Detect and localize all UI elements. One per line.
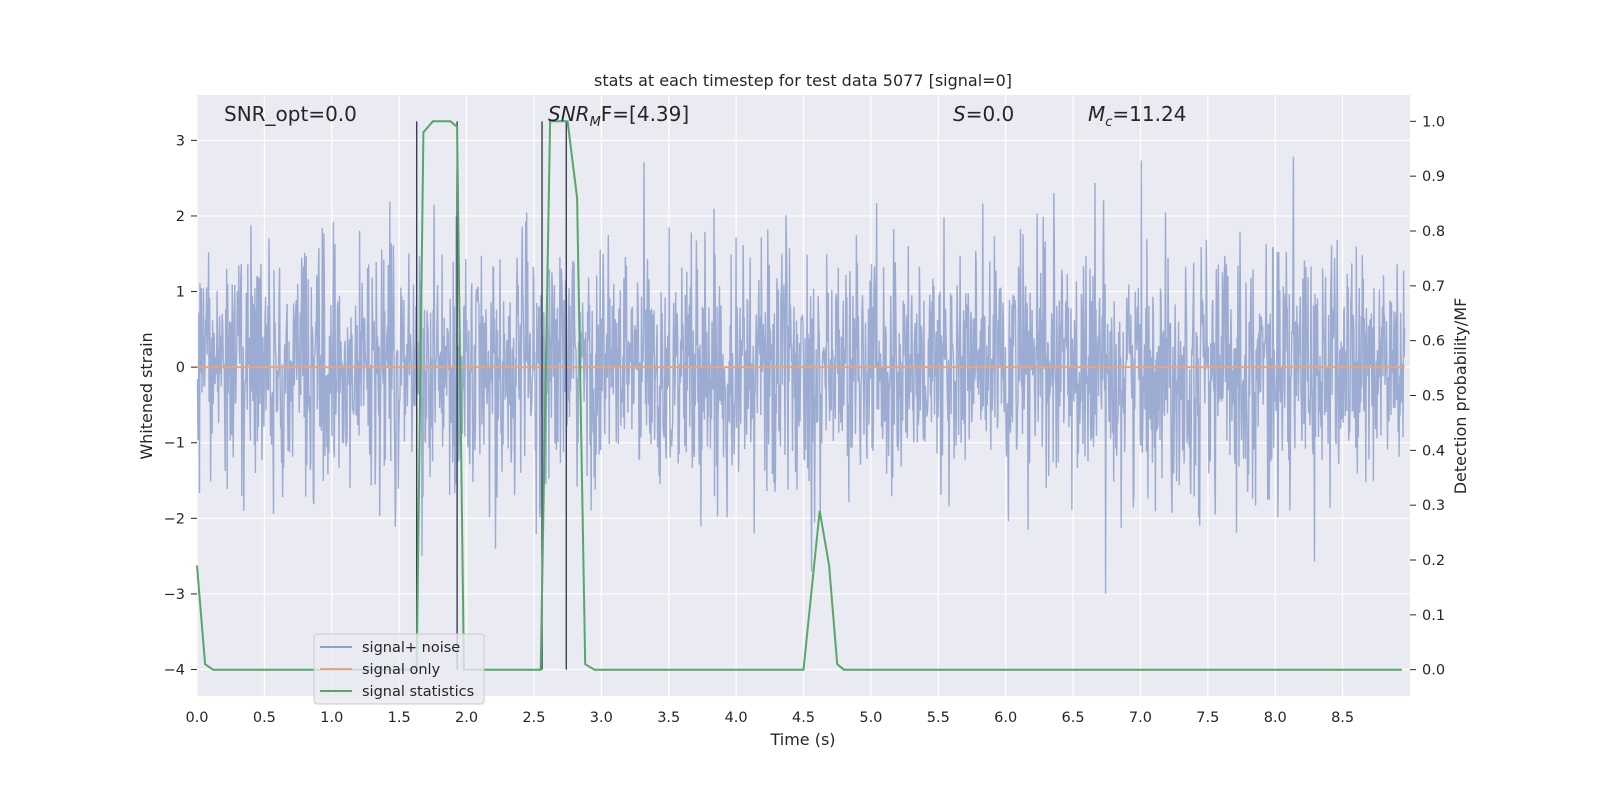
y2-axis-label: Detection probability/MF [1451,298,1470,495]
legend-label-noise: signal+ noise [362,640,460,656]
y-tick-label: 3 [176,133,185,149]
y2-tick-label: 0.8 [1422,224,1445,240]
y2-tick-label: 0.9 [1422,169,1445,185]
y2-tick-label: 0.1 [1422,608,1445,624]
snr-opt-annotation: SNR_opt=0.0 [224,102,357,126]
x-tick-label: 1.5 [388,710,411,726]
x-tick-label: 4.0 [725,710,748,726]
legend-label-stats: signal statistics [362,684,474,700]
snr-mf-value: F=[4.39] [601,102,689,126]
x-tick-label: 0.5 [253,710,276,726]
y-tick-label: −4 [164,663,185,679]
x-tick-label: 0.0 [185,710,208,726]
mc-value: =11.24 [1112,102,1186,126]
noise-series [196,156,1406,594]
snr-mf-symbol: SNR [548,102,590,126]
y2-tick-label: 0.7 [1422,279,1445,295]
x-tick-label: 2.0 [455,710,478,726]
legend-box [313,633,485,705]
y2-tick-label: 0.0 [1422,663,1445,679]
x-tick-label: 7.0 [1129,710,1152,726]
snr-mf-subscript: M [590,115,601,130]
legend: signal+ noise signal only signal statist… [313,633,485,705]
x-tick-label: 6.5 [1062,710,1085,726]
x-tick-label: 6.0 [994,710,1017,726]
y2-tick-label: 0.6 [1422,334,1445,350]
x-tick-label: 8.0 [1264,710,1287,726]
y2-tick-label: 0.4 [1422,443,1445,459]
mc-subscript: c [1105,115,1112,130]
vertical-markers [415,121,567,670]
y-tick-label: −3 [164,587,185,603]
y-tick-label: 1 [176,285,185,301]
y-tick-label: −1 [164,436,185,452]
chart-title: stats at each timestep for test data 507… [594,71,1012,90]
mc-symbol: M [1088,102,1105,126]
x-axis-label: Time (s) [769,730,835,749]
x-tick-label: 4.5 [792,710,815,726]
y2-tick-label: 1.0 [1422,114,1445,130]
signal-noise-line [196,156,1406,594]
y2-axis-ticks: 1.0 0.9 0.8 0.7 0.6 0.5 0.4 0.3 0.2 0.1 0.0 [1410,114,1445,679]
x-axis-ticks: 0.0 0.5 1.0 1.5 2.0 2.5 3.0 3.5 4.0 4.5 5.0 5.5 6.0 6… [185,710,1354,726]
x-tick-label: 2.5 [522,710,545,726]
y-axis-label: Whitened strain [137,332,156,459]
x-tick-label: 7.5 [1196,710,1219,726]
y-axis-ticks: 3 2 1 0 −1 −2 −3 −4 [164,133,197,679]
y-tick-label: 2 [176,209,185,225]
mc-annotation: Mc=11.24 [1088,102,1186,130]
x-tick-label: 3.5 [657,710,680,726]
x-tick-label: 1.0 [320,710,343,726]
x-tick-label: 8.5 [1331,710,1354,726]
x-tick-label: 5.0 [859,710,882,726]
s-value: =0.0 [966,102,1015,126]
y-tick-label: 0 [176,360,185,376]
s-annotation: S=0.0 [953,102,1014,126]
s-symbol: S [953,102,966,126]
snr-mf-annotation: SNRMF=[4.39] [548,102,689,130]
x-tick-label: 5.5 [927,710,950,726]
x-tick-label: 3.0 [590,710,613,726]
y2-tick-label: 0.5 [1422,389,1445,405]
y-tick-label: −2 [164,511,185,527]
y2-tick-label: 0.2 [1422,553,1445,569]
legend-label-signal: signal only [362,662,441,678]
y2-tick-label: 0.3 [1422,498,1445,514]
